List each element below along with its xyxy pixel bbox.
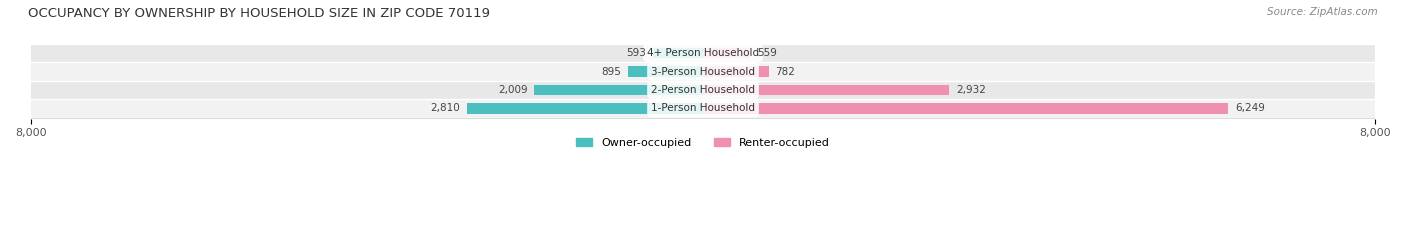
Bar: [31, 99, 1375, 118]
Text: 3-Person Household: 3-Person Household: [651, 67, 755, 77]
Text: 1-Person Household: 1-Person Household: [651, 103, 755, 113]
Bar: [703, 103, 1227, 113]
Text: 6,249: 6,249: [1234, 103, 1264, 113]
Bar: [703, 85, 949, 95]
Text: 2,810: 2,810: [430, 103, 460, 113]
Bar: [534, 85, 703, 95]
Bar: [703, 48, 749, 58]
Bar: [654, 48, 703, 58]
Text: OCCUPANCY BY OWNERSHIP BY HOUSEHOLD SIZE IN ZIP CODE 70119: OCCUPANCY BY OWNERSHIP BY HOUSEHOLD SIZE…: [28, 7, 491, 20]
Text: 593: 593: [627, 48, 647, 58]
Text: 2-Person Household: 2-Person Household: [651, 85, 755, 95]
Text: 4+ Person Household: 4+ Person Household: [647, 48, 759, 58]
Text: 782: 782: [776, 67, 796, 77]
Bar: [703, 66, 769, 77]
Text: 895: 895: [602, 67, 621, 77]
Text: Source: ZipAtlas.com: Source: ZipAtlas.com: [1267, 7, 1378, 17]
Bar: [467, 103, 703, 113]
Bar: [31, 44, 1375, 62]
Text: 2,009: 2,009: [498, 85, 527, 95]
Text: 559: 559: [756, 48, 776, 58]
Legend: Owner-occupied, Renter-occupied: Owner-occupied, Renter-occupied: [571, 134, 835, 152]
Text: 2,932: 2,932: [956, 85, 986, 95]
Bar: [31, 81, 1375, 99]
Bar: [628, 66, 703, 77]
Bar: [31, 62, 1375, 81]
